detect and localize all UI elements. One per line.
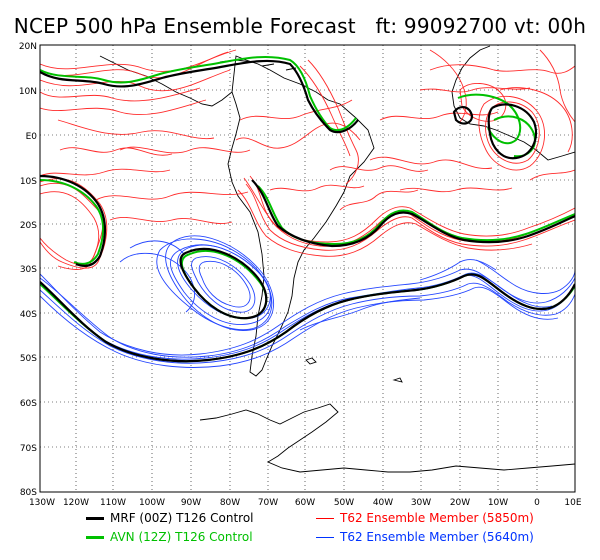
lon-label: 120W [63,498,89,508]
falkland-islands [305,357,317,365]
lat-label: 20S [20,221,37,231]
lon-label: 60W [295,498,315,508]
lat-label: 10N [19,87,37,97]
lon-label: 40W [373,498,393,508]
lat-label: 80S [20,488,37,498]
africa-coast [451,45,575,161]
lon-label: 50W [334,498,354,508]
map-frame [39,44,576,493]
legend-item-blue-ensemble: T62 Ensemble Member (5640m) [316,530,534,544]
legend-item-mrf: MRF (00Z) T126 Control [86,511,254,525]
lon-label: 130W [29,498,55,508]
legend-label: MRF (00Z) T126 Control [110,511,254,525]
lat-label: 50S [20,354,37,364]
lon-label: 10E [564,498,581,508]
legend-item-red-ensemble: T62 Ensemble Member (5850m) [316,511,534,525]
lon-label: 110W [100,498,126,508]
lon-label: 10W [488,498,508,508]
central-america-coast [99,55,233,107]
graticule [40,45,575,492]
legend-swatch [86,536,104,539]
legend-label: T62 Ensemble Member (5850m) [340,511,534,525]
legend-swatch [316,537,334,538]
lat-label: 10S [20,177,37,187]
mrf-control-contours [40,59,575,363]
lat-label: 40S [20,310,37,320]
lon-label: 80W [220,498,240,508]
lat-label: 30S [20,265,37,275]
lat-label: E0 [26,132,38,142]
south-america-coast [227,55,375,377]
latitude-labels: 20N 10N E0 10S 20S 30S 40S 50S 60S 70S 8… [19,42,37,498]
lat-label: 60S [20,399,37,409]
lon-label: 20W [450,498,470,508]
legend-label: AVN (12Z) T126 Control [110,530,253,544]
lat-label: 70S [20,444,37,454]
longitude-labels: 130W 120W 110W 100W 90W 80W 70W 60W 50W … [29,498,582,508]
blue-ensemble-contours [40,235,575,368]
lat-label: 20N [19,42,37,52]
south-georgia [392,377,403,383]
legend-swatch [316,518,334,519]
lon-label: 100W [139,498,165,508]
red-ensemble-contours [40,49,575,270]
lon-label: 70W [258,498,278,508]
map-title: NCEP 500 hPa Ensemble Forecast ft: 99092… [13,14,587,38]
antarctica-coast [199,403,575,473]
legend-item-avn: AVN (12Z) T126 Control [86,530,253,544]
lon-label: 90W [181,498,201,508]
legend-swatch [86,517,104,520]
lon-label: 30W [411,498,431,508]
lon-label: 0 [534,498,540,508]
legend-label: T62 Ensemble Member (5640m) [340,530,534,544]
